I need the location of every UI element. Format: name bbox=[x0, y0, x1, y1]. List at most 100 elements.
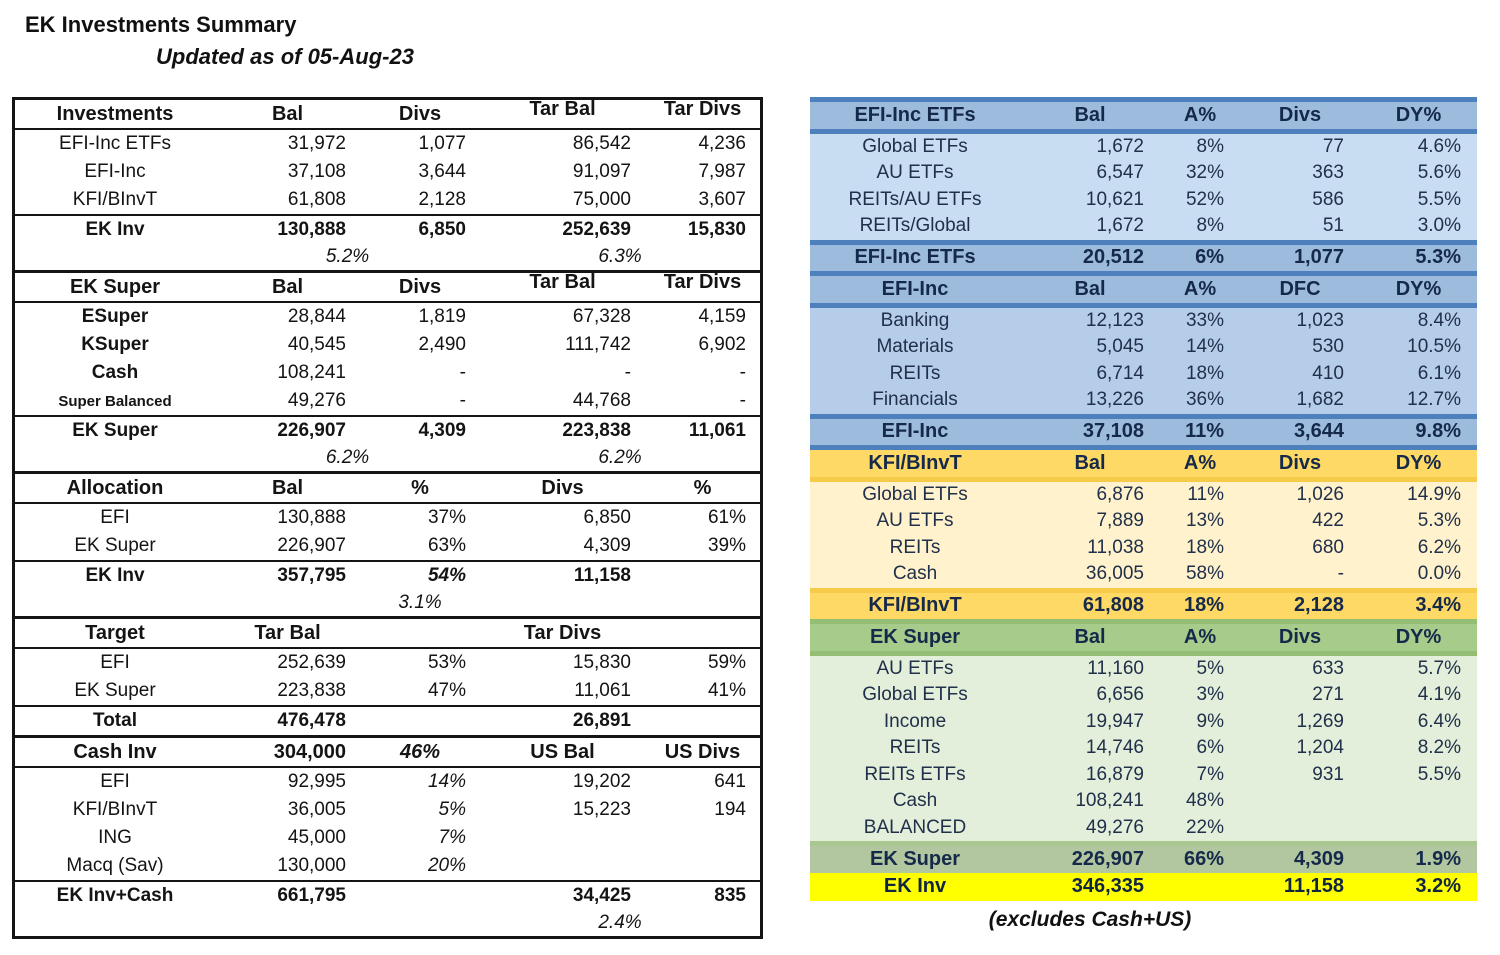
cell-value: 7% bbox=[438, 827, 466, 848]
cell-value: 5% bbox=[1196, 657, 1224, 679]
row-label: KFI/BInvT bbox=[868, 594, 962, 617]
section-divider-bar bbox=[810, 587, 1477, 593]
data-row: KFI/BInvT 61,808 2,128 75,000 3,607 bbox=[15, 186, 760, 214]
data-row: Cash 36,005 58% - 0.0% bbox=[810, 561, 1477, 588]
cell-value: 14.9% bbox=[1407, 483, 1461, 505]
total-row: KFI/BInvT 61,808 18% 2,128 3.4% bbox=[810, 592, 1477, 619]
cell-value: 410 bbox=[1312, 362, 1344, 384]
cell-value: 11,158 bbox=[573, 565, 631, 586]
row-label: EFI-Inc ETFs bbox=[59, 133, 171, 154]
updated-date-subtitle: Updated as of 05-Aug-23 bbox=[156, 44, 414, 69]
row-label: REITs bbox=[889, 536, 941, 558]
data-row: AU ETFs 6,547 32% 363 5.6% bbox=[810, 160, 1477, 187]
row-label: EK Super bbox=[74, 535, 156, 556]
column-header: Tar Divs bbox=[663, 270, 742, 293]
row-label: EK Inv bbox=[85, 565, 145, 586]
cell-value: 4,159 bbox=[698, 306, 746, 327]
data-row: Global ETFs 6,656 3% 271 4.1% bbox=[810, 682, 1477, 709]
cell-value: 226,907 bbox=[277, 420, 346, 441]
cell-value: 59% bbox=[707, 652, 746, 673]
cell-value: 223,838 bbox=[277, 680, 346, 701]
section-divider-bar bbox=[810, 271, 1477, 276]
cell-value: 130,888 bbox=[277, 219, 346, 240]
data-row: KSuper 40,545 2,490 111,742 6,902 bbox=[15, 331, 760, 359]
row-label: Income bbox=[883, 710, 947, 732]
data-row: BALANCED 49,276 22% bbox=[810, 814, 1477, 841]
total-row: EFI-Inc ETFs 20,512 6% 1,077 5.3% bbox=[810, 244, 1477, 271]
cell-value: 10.5% bbox=[1407, 336, 1461, 358]
cell-value: 36% bbox=[1185, 389, 1224, 411]
cell-value: 9% bbox=[1196, 710, 1224, 732]
row-label: Cash bbox=[892, 790, 938, 812]
cell-value: 6% bbox=[1195, 246, 1224, 269]
cell-value: 5.7% bbox=[1417, 657, 1461, 679]
column-header: Tar Divs bbox=[523, 621, 602, 644]
cell-value: 19,202 bbox=[572, 771, 631, 792]
grand-total-row: EK Inv 346,335 11,158 3.2% bbox=[810, 872, 1477, 901]
cell-value: 1,077 bbox=[1293, 246, 1344, 269]
cell-value: 8.4% bbox=[1417, 309, 1461, 331]
row-label: BALANCED bbox=[863, 816, 967, 838]
cell-value: 1,269 bbox=[1296, 710, 1344, 732]
yield-percent-value: 6.2% bbox=[325, 447, 370, 468]
cell-value: 11,061 bbox=[574, 680, 631, 701]
cell-value: 15,830 bbox=[687, 219, 746, 240]
column-header: % bbox=[693, 476, 712, 499]
cell-value: 14% bbox=[1185, 336, 1224, 358]
column-header: DY% bbox=[1395, 103, 1442, 126]
cell-value: 37,108 bbox=[287, 161, 346, 182]
cell-value: 11,158 bbox=[1283, 875, 1344, 897]
cell-value: 1,672 bbox=[1096, 215, 1144, 237]
cell-value: 931 bbox=[1312, 763, 1344, 785]
cell-value: 252,639 bbox=[277, 652, 346, 673]
row-label: EK Inv+Cash bbox=[56, 885, 174, 906]
cell-value: 5.5% bbox=[1417, 763, 1461, 785]
column-header: Bal bbox=[271, 275, 304, 298]
cell-value: 31,972 bbox=[287, 133, 346, 154]
row-label: EFI-Inc bbox=[84, 161, 146, 182]
column-header: Bal bbox=[1074, 103, 1106, 126]
cell-value: 223,838 bbox=[562, 420, 631, 441]
section-header-row: EK Super Bal A% Divs DY% bbox=[810, 624, 1477, 651]
section-title: EK Super bbox=[69, 275, 161, 298]
column-header: A% bbox=[1183, 451, 1217, 474]
cell-value: 5% bbox=[438, 799, 466, 820]
cell-value: 51 bbox=[1322, 215, 1344, 237]
column-header: DFC bbox=[1279, 277, 1321, 300]
cell-value: 13% bbox=[1185, 510, 1224, 532]
section-header-row: EFI-Inc ETFs Bal A% Divs DY% bbox=[810, 102, 1477, 129]
cell-value: - bbox=[624, 362, 631, 383]
data-row: Global ETFs 1,672 8% 77 4.6% bbox=[810, 133, 1477, 160]
cell-value: 1,819 bbox=[418, 306, 466, 327]
cell-value: 11,038 bbox=[1087, 536, 1144, 558]
section-divider-bar bbox=[810, 239, 1477, 245]
cell-value: 8% bbox=[1196, 215, 1224, 237]
cell-value: 0.0% bbox=[1417, 563, 1461, 585]
column-header: Tar Divs bbox=[663, 97, 742, 120]
cell-value: 5.6% bbox=[1417, 162, 1461, 184]
row-label: AU ETFs bbox=[876, 162, 954, 184]
cell-value: 58% bbox=[1185, 563, 1224, 585]
total-row: EFI-Inc 37,108 11% 3,644 9.8% bbox=[810, 418, 1477, 445]
column-header: Divs bbox=[541, 476, 584, 499]
cell-value: 34,425 bbox=[572, 885, 631, 906]
cell-value: 11,160 bbox=[1087, 657, 1144, 679]
column-header: DY% bbox=[1395, 277, 1442, 300]
cell-value: 63% bbox=[427, 535, 466, 556]
data-row: REITs/AU ETFs 10,621 52% 586 5.5% bbox=[810, 186, 1477, 213]
cell-value: 1,023 bbox=[1296, 309, 1344, 331]
row-label: EFI bbox=[100, 771, 130, 792]
cell-value: 1.9% bbox=[1415, 847, 1461, 870]
row-label: EK Super bbox=[74, 680, 156, 701]
yield-percent-value: 2.4% bbox=[598, 912, 642, 933]
cell-value: 11% bbox=[1185, 420, 1224, 443]
row-label: Cash bbox=[91, 362, 139, 383]
cell-value: 48% bbox=[1185, 790, 1224, 812]
section-divider-bar bbox=[810, 476, 1477, 482]
cell-value: 75,000 bbox=[572, 189, 631, 210]
data-row: EFI 130,888 37% 6,850 61% bbox=[15, 504, 760, 532]
cell-value: 130,000 bbox=[277, 855, 346, 876]
row-label: Cash bbox=[892, 563, 938, 585]
row-label: Global ETFs bbox=[862, 483, 968, 505]
cell-value: 8% bbox=[1196, 135, 1224, 157]
